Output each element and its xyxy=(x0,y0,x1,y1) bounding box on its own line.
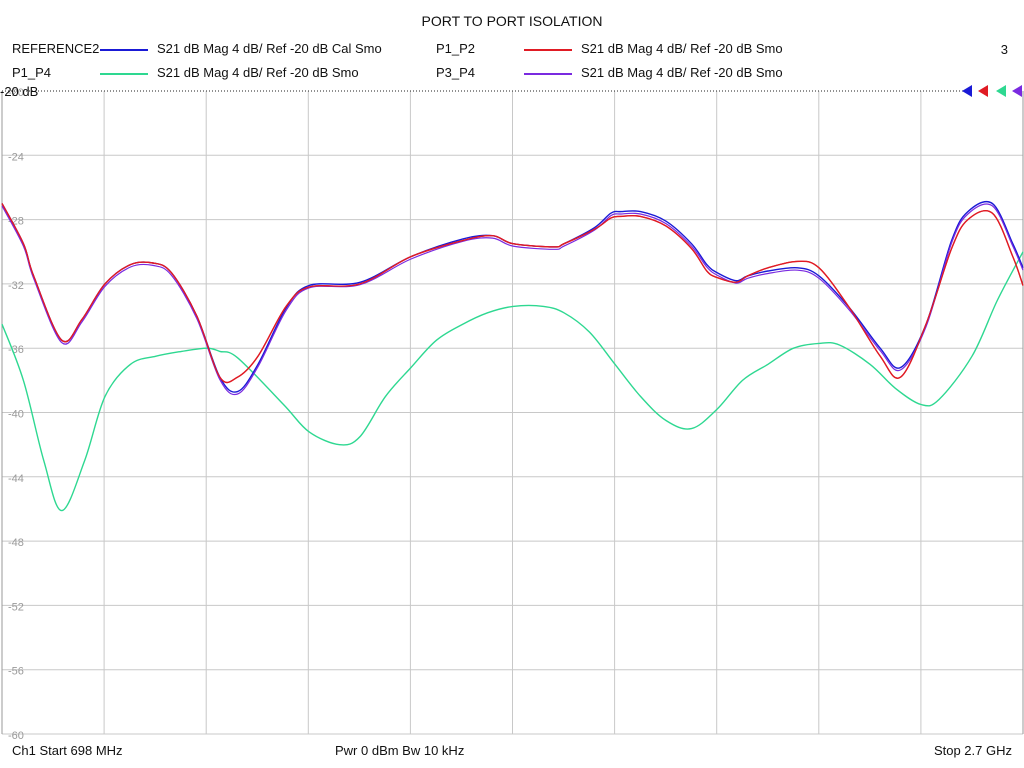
y-tick-label: -20 xyxy=(8,87,24,99)
legend-description: S21 dB Mag 4 dB/ Ref -20 dB Smo xyxy=(581,41,783,56)
y-tick-label: -40 xyxy=(8,409,24,421)
reference-label: -20 dB xyxy=(0,84,38,99)
y-tick-label: -24 xyxy=(8,151,24,163)
channel-number: 3 xyxy=(1000,42,1008,57)
footer-start: Ch1 Start 698 MHz xyxy=(12,743,123,758)
legend-entry: P1_P4 S21 dB Mag 4 dB/ Ref -20 dB Smo xyxy=(0,65,1024,83)
legend-swatch xyxy=(100,73,148,75)
reference-marker xyxy=(1012,85,1022,97)
legend-entry: P3_P4 S21 dB Mag 4 dB/ Ref -20 dB Smo xyxy=(0,65,1024,83)
legend-swatch xyxy=(100,49,148,51)
footer-center: Pwr 0 dBm Bw 10 kHz xyxy=(335,743,465,758)
legend-entry: P1_P2 S21 dB Mag 4 dB/ Ref -20 dB Smo xyxy=(0,41,1024,59)
legend-description: S21 dB Mag 4 dB/ Ref -20 dB Smo xyxy=(581,65,783,80)
legend-series-name: P3_P4 xyxy=(436,65,476,80)
y-tick-label: -44 xyxy=(8,473,24,485)
series-line-p3-p4 xyxy=(1,203,1024,396)
y-tick-label: -52 xyxy=(8,601,24,613)
legend-series-name: REFERENCE2 xyxy=(12,41,100,56)
legend-entry: REFERENCE2 S21 dB Mag 4 dB/ Ref -20 dB Ca… xyxy=(0,41,1024,59)
y-tick-label: -60 xyxy=(8,730,24,742)
legend-swatch xyxy=(524,73,572,75)
footer-stop: Stop 2.7 GHz xyxy=(933,743,1012,758)
series-line-p1-p2-top xyxy=(1,203,1024,384)
chart-title: PORT TO PORT ISOLATION xyxy=(421,13,603,29)
legend-series-name: P1_P4 xyxy=(12,65,52,80)
legend-description: S21 dB Mag 4 dB/ Ref -20 dB Cal Smo xyxy=(157,41,382,56)
y-tick-label: -32 xyxy=(8,280,24,292)
reference-marker xyxy=(996,85,1006,97)
legend-series-name: P1_P2 xyxy=(436,41,476,56)
legend-swatch xyxy=(524,49,572,51)
reference-marker xyxy=(978,85,988,97)
legend-description: S21 dB Mag 4 dB/ Ref -20 dB Smo xyxy=(157,65,359,80)
y-tick-label: -48 xyxy=(8,537,24,549)
reference-marker xyxy=(962,85,972,97)
series-line-p1-p4 xyxy=(1,251,1024,512)
y-tick-label: -56 xyxy=(8,666,24,678)
